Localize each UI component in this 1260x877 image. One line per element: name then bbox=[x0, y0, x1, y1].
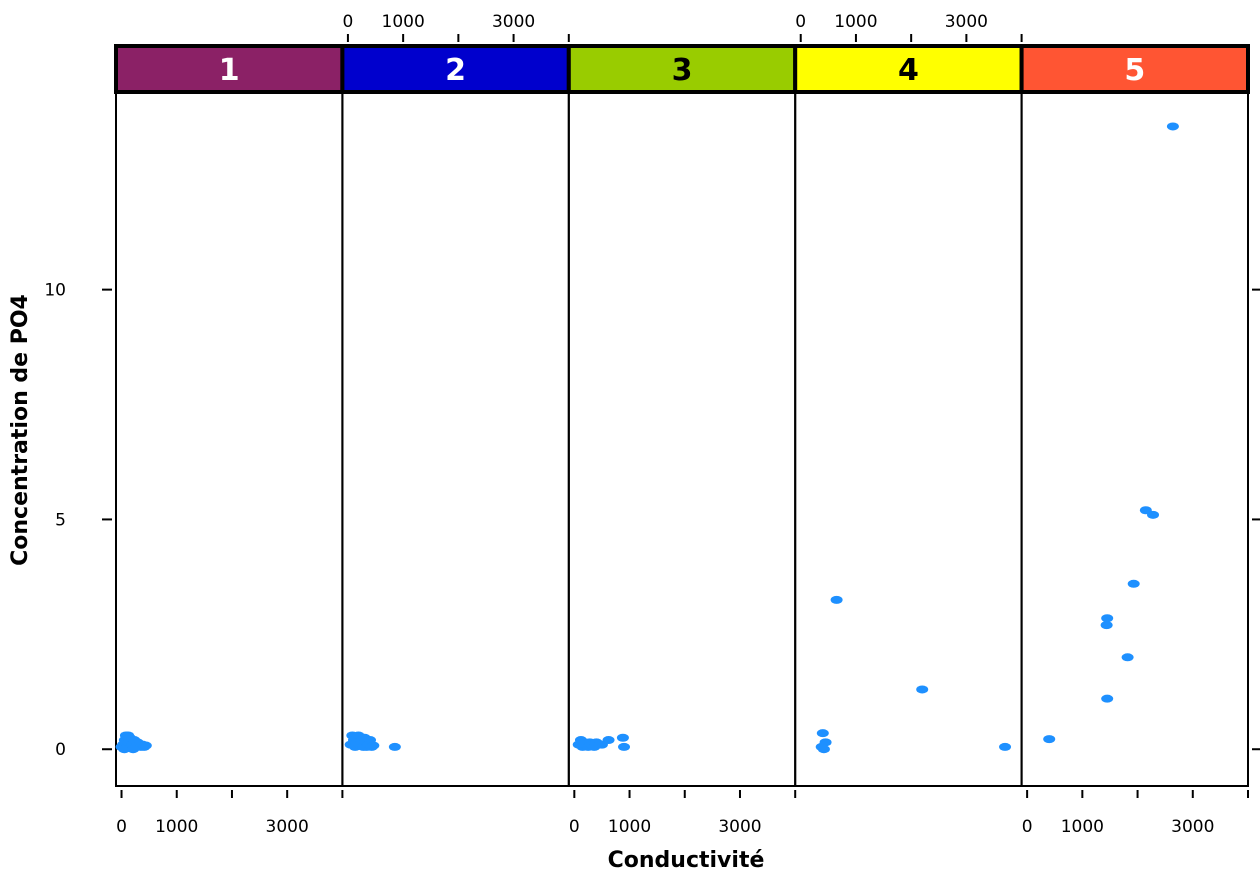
data-point-5-8 bbox=[1166, 122, 1179, 131]
data-point-1-19 bbox=[127, 745, 140, 754]
data-point-2-14 bbox=[367, 741, 380, 750]
panel-frame-1 bbox=[115, 91, 344, 787]
data-point-2-16 bbox=[388, 742, 401, 751]
data-point-5-3 bbox=[1101, 694, 1114, 703]
panels-group: 1 0 1000 3000 2 0 1000 3000 3 0 1000 3000 4 0 1000 3000… bbox=[114, 12, 1250, 837]
x-axis-title: Conductivité bbox=[608, 848, 765, 873]
strip-label-4: 4 bbox=[898, 53, 919, 88]
data-point-4-6 bbox=[999, 742, 1012, 751]
panel-frame-3 bbox=[567, 91, 797, 787]
x-tick-label-4-1: 1000 bbox=[834, 12, 877, 32]
data-point-3-13 bbox=[616, 733, 629, 742]
x-tick-label-3-1: 1000 bbox=[608, 817, 651, 837]
data-point-1-17 bbox=[118, 745, 131, 754]
y-tick-label-0: 0 bbox=[55, 740, 66, 760]
panel-frame-4 bbox=[794, 91, 1023, 787]
panel-frame-5 bbox=[1020, 91, 1249, 787]
data-point-5-2 bbox=[1100, 621, 1113, 630]
y-tick-label-2: 10 bbox=[44, 281, 66, 301]
x-tick-label-1-2: 3000 bbox=[266, 817, 309, 837]
x-tick-label-2-2: 3000 bbox=[492, 12, 535, 32]
y-axis-title: Concentration de PO4 bbox=[8, 294, 33, 566]
data-point-2-15 bbox=[358, 733, 371, 742]
x-tick-label-2-1: 1000 bbox=[382, 12, 425, 32]
x-tick-label-3-2: 3000 bbox=[718, 817, 761, 837]
strip-label-3: 3 bbox=[672, 53, 693, 88]
panel-5: 5 0 1000 3000 bbox=[1019, 44, 1250, 837]
data-point-1-18 bbox=[122, 731, 135, 740]
x-tick-label-5-0: 0 bbox=[1022, 817, 1033, 837]
data-point-5-0 bbox=[1043, 735, 1056, 744]
panel-3: 3 0 1000 3000 bbox=[566, 44, 798, 837]
data-point-4-4 bbox=[830, 595, 843, 604]
x-tick-label-1-0: 0 bbox=[116, 817, 127, 837]
data-point-5-7 bbox=[1147, 510, 1160, 519]
x-tick-label-4-0: 0 bbox=[795, 12, 806, 32]
data-point-3-14 bbox=[618, 742, 631, 751]
data-point-4-5 bbox=[916, 685, 929, 694]
y-tick-label-1: 5 bbox=[55, 510, 66, 530]
data-point-5-4 bbox=[1121, 653, 1134, 662]
panel-frame-2 bbox=[341, 91, 570, 787]
strip-label-1: 1 bbox=[219, 53, 240, 88]
data-point-5-1 bbox=[1101, 614, 1114, 623]
data-point-1-16 bbox=[139, 741, 152, 750]
strip-label-2: 2 bbox=[445, 53, 466, 88]
strip-5 bbox=[1019, 44, 1250, 94]
data-point-3-12 bbox=[602, 736, 615, 745]
x-tick-label-2-0: 0 bbox=[343, 12, 354, 32]
x-tick-label-3-0: 0 bbox=[569, 817, 580, 837]
strip-label-5: 5 bbox=[1124, 53, 1145, 88]
panel-1: 1 0 1000 3000 bbox=[114, 44, 345, 837]
x-tick-label-4-2: 3000 bbox=[945, 12, 988, 32]
data-point-4-0 bbox=[816, 729, 829, 738]
panel-2: 2 0 1000 3000 bbox=[340, 12, 571, 787]
data-point-4-3 bbox=[817, 745, 830, 754]
x-tick-label-5-2: 3000 bbox=[1171, 817, 1214, 837]
x-tick-label-5-1: 1000 bbox=[1061, 817, 1104, 837]
y-axis: 0 5 10 bbox=[44, 281, 1260, 760]
x-tick-label-1-1: 1000 bbox=[155, 817, 198, 837]
panel-4: 4 0 1000 3000 bbox=[793, 12, 1024, 787]
data-point-5-5 bbox=[1127, 579, 1140, 588]
